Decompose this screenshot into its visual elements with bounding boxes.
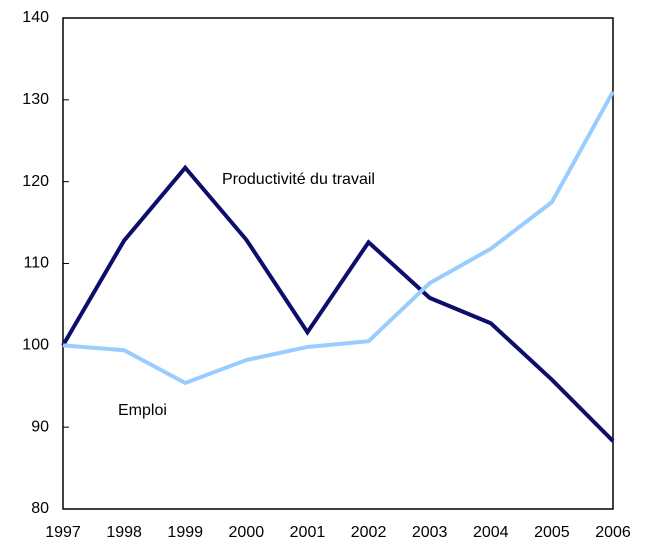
y-tick-label: 120 bbox=[22, 173, 49, 190]
y-tick-label: 80 bbox=[31, 500, 49, 517]
series-line bbox=[62, 90, 615, 386]
x-tick-label: 1997 bbox=[45, 524, 81, 541]
y-tick-label: 130 bbox=[22, 91, 49, 108]
y-tick-label: 90 bbox=[31, 418, 49, 435]
series-label: Productivité du travail bbox=[222, 171, 375, 188]
x-tick-label: 2001 bbox=[290, 524, 326, 541]
x-tick-label: 2005 bbox=[534, 524, 570, 541]
y-tick-label: 140 bbox=[22, 9, 49, 26]
y-tick-label: 110 bbox=[23, 255, 49, 272]
x-tick-label: 1998 bbox=[106, 524, 142, 541]
x-tick-label: 2000 bbox=[229, 524, 265, 541]
x-tick-label: 2002 bbox=[351, 524, 387, 541]
x-tick-label: 2003 bbox=[412, 524, 448, 541]
plot-frame bbox=[62, 17, 614, 510]
x-tick-label: 1999 bbox=[167, 524, 203, 541]
x-tick-label: 2006 bbox=[595, 524, 631, 541]
series-label: Emploi bbox=[118, 402, 167, 419]
series-line bbox=[61, 164, 615, 443]
x-tick-label: 2004 bbox=[473, 524, 509, 541]
y-tick-label: 100 bbox=[22, 337, 49, 354]
